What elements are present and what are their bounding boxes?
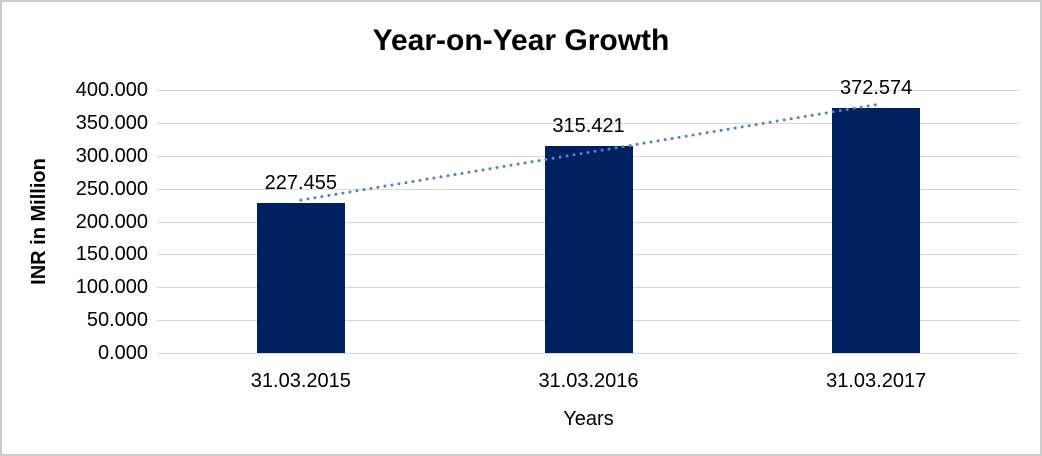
gridline <box>157 353 1020 354</box>
y-tick-label: 200.000 <box>75 210 148 233</box>
x-category-label: 31.03.2016 <box>538 370 639 392</box>
x-category-label: 31.03.2015 <box>250 370 351 392</box>
x-axis-title: Years <box>563 408 614 430</box>
bar <box>544 145 633 353</box>
y-tick-label: 400.000 <box>75 79 148 101</box>
y-tick-label: 350.000 <box>75 111 148 134</box>
bar-value-label: 227.455 <box>264 172 337 195</box>
y-tick-label: 300.000 <box>75 144 148 167</box>
chart-title: Year-on-Year Growth <box>372 24 670 57</box>
y-tick-label: 100.000 <box>75 276 148 299</box>
y-tick-label: 50.000 <box>86 309 148 332</box>
plot-area: 227.455 315.421 372.574 <box>157 77 1020 354</box>
bar <box>256 203 345 353</box>
x-category-label: 31.03.2017 <box>826 370 927 392</box>
y-tick-label: 250.000 <box>75 177 148 200</box>
trendline <box>299 103 878 202</box>
bar-value-label: 372.574 <box>840 77 913 100</box>
y-tick-label: 0.000 <box>97 342 148 364</box>
y-tick-label: 150.000 <box>75 243 148 266</box>
bar <box>832 108 921 353</box>
bar-value-label: 315.421 <box>552 114 625 137</box>
